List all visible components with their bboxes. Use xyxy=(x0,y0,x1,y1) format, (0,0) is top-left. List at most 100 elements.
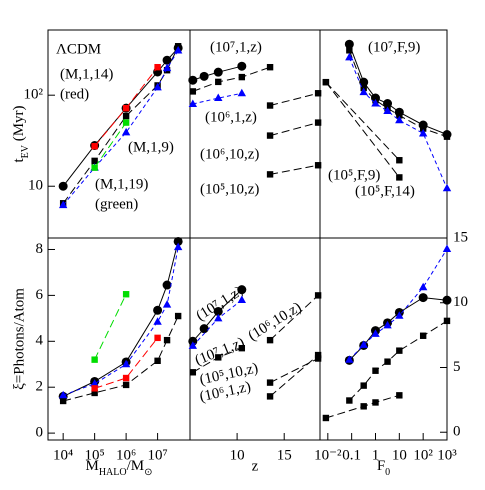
series-line xyxy=(62,241,179,397)
axis-label: tEV (Myr) xyxy=(11,105,30,162)
panel: 10⁻² 0.1 1 10 10² 10³ 0 5 10 15 xyxy=(314,229,468,463)
marker xyxy=(59,397,67,405)
axis-label-part: t xyxy=(11,158,27,163)
marker xyxy=(266,379,274,386)
series-line xyxy=(63,247,179,396)
marker xyxy=(188,75,198,85)
series-line xyxy=(269,358,319,384)
marker xyxy=(91,164,98,171)
marker xyxy=(359,340,368,348)
y-tick-label: 2 xyxy=(36,379,44,395)
marker xyxy=(345,355,354,363)
series-line xyxy=(94,122,127,168)
axis-label: F0 xyxy=(377,458,390,477)
y-tick-label: 6 xyxy=(36,287,44,303)
marker xyxy=(418,293,428,303)
annotation: (10⁶,10,z) xyxy=(245,299,304,344)
marker xyxy=(154,63,161,71)
annotation: (green) xyxy=(95,196,138,212)
marker xyxy=(199,324,209,334)
marker xyxy=(163,336,171,344)
marker xyxy=(121,359,131,368)
panel-frame xyxy=(319,29,448,239)
x-tick-label: 10⁵ xyxy=(85,447,105,463)
marker xyxy=(383,320,392,329)
marker xyxy=(188,99,198,108)
marker xyxy=(153,82,162,91)
marker xyxy=(395,311,404,319)
x-tick-label: 10³ xyxy=(437,447,457,463)
marker xyxy=(58,390,68,399)
series-line xyxy=(94,337,158,389)
marker xyxy=(122,381,130,389)
marker xyxy=(162,300,172,308)
marker xyxy=(442,244,452,253)
marker xyxy=(346,397,353,404)
panel: 10⁴ 10⁵ 10⁶ 10⁷ 0 2 4 6 8 xyxy=(36,236,191,463)
annotation: (M,1,19) xyxy=(95,176,148,192)
marker xyxy=(122,104,130,112)
marker xyxy=(162,63,172,72)
marker xyxy=(122,374,130,382)
y-tick-label: 10 xyxy=(28,178,43,194)
marker xyxy=(396,347,403,354)
marker xyxy=(266,336,274,344)
marker xyxy=(418,282,428,291)
marker xyxy=(395,115,404,124)
annotation: (M,1,14) xyxy=(60,66,113,82)
marker xyxy=(266,63,274,71)
annotation: (10⁶,1,z) xyxy=(205,109,257,125)
axis-label: MHALO/M⊙ xyxy=(85,458,152,477)
marker xyxy=(91,389,98,397)
series-line xyxy=(192,289,243,342)
x-tick-label: 10² xyxy=(413,447,433,463)
marker xyxy=(162,280,172,290)
marker xyxy=(443,133,451,140)
marker xyxy=(371,99,380,107)
axis-label-part: /M xyxy=(127,458,145,474)
axis-label-part: F xyxy=(377,458,385,474)
panel-frame xyxy=(319,237,448,441)
marker xyxy=(314,162,322,169)
marker xyxy=(213,306,223,316)
annotation: (10⁵,F,14) xyxy=(355,183,415,199)
y2-tick-label: 0 xyxy=(453,424,461,440)
marker xyxy=(215,354,222,361)
marker xyxy=(238,344,246,352)
marker xyxy=(314,119,322,126)
y-tick-label: 8 xyxy=(36,241,44,257)
x-tick-label: 10⁷ xyxy=(147,447,167,463)
marker xyxy=(314,90,322,97)
y-tick-label: 0 xyxy=(36,425,44,441)
marker xyxy=(153,317,162,325)
axis-label-sub: 0 xyxy=(385,467,390,478)
marker xyxy=(266,393,274,400)
marker xyxy=(237,88,247,97)
marker xyxy=(154,357,161,365)
marker xyxy=(418,128,428,137)
x-tick-label: 1 xyxy=(372,447,380,463)
axis-label-part: (Myr) xyxy=(11,105,27,145)
marker xyxy=(91,356,98,363)
panel: 10 10² ΛCDM (M,1,14) (red) (M,1,9) (M,1,19) (gr… xyxy=(24,29,191,239)
marker xyxy=(189,88,197,95)
marker xyxy=(199,71,209,81)
marker xyxy=(91,143,98,150)
y-tick-label: 4 xyxy=(36,333,44,349)
marker xyxy=(314,292,322,299)
marker xyxy=(346,47,353,54)
marker xyxy=(359,77,369,87)
marker xyxy=(153,305,163,315)
marker xyxy=(238,73,246,81)
axis-label-part: M xyxy=(85,458,98,474)
axis-label-sub: HALO xyxy=(99,467,127,478)
marker xyxy=(266,171,274,178)
marker xyxy=(396,174,403,181)
x-tick-label: 0.1 xyxy=(342,447,361,463)
series-line xyxy=(63,315,179,402)
marker xyxy=(173,45,183,54)
annotation: ΛCDM xyxy=(56,41,101,57)
series-line xyxy=(269,354,319,397)
